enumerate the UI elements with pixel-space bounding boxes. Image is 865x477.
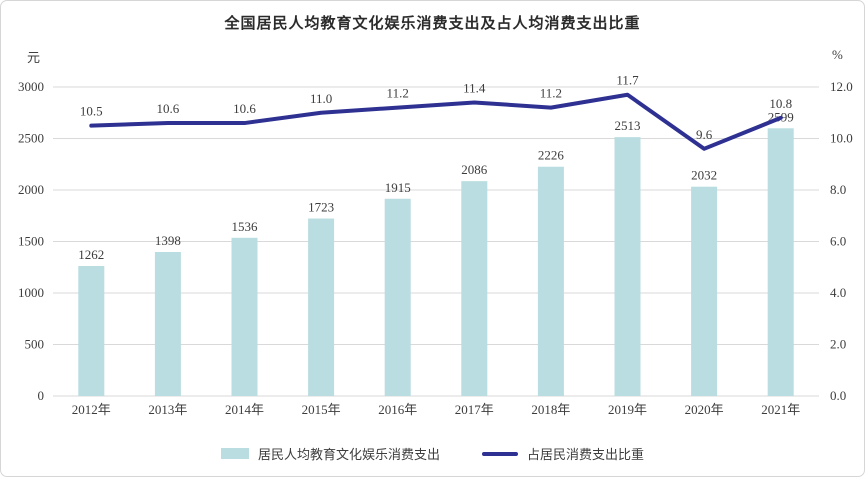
line-value-label: 10.6 [157, 101, 180, 116]
left-axis-tick-label: 2500 [18, 131, 44, 146]
bar-swatch-icon [220, 448, 249, 459]
x-axis-tick-label: 2018年 [531, 402, 570, 417]
line-value-label: 11.2 [540, 86, 562, 101]
bar [384, 198, 411, 396]
right-axis-tick-label: 4.0 [830, 285, 846, 300]
line-value-label: 10.8 [769, 96, 792, 111]
bar-value-label: 2086 [461, 162, 488, 177]
right-axis-tick-label: 12.0 [830, 79, 853, 94]
x-axis-tick-label: 2016年 [378, 402, 417, 417]
line-value-label: 10.5 [80, 104, 103, 119]
left-axis-tick-label: 0 [38, 388, 45, 403]
left-axis-unit: 元 [27, 50, 41, 65]
bar [767, 128, 794, 396]
right-axis-unit: % [832, 47, 843, 62]
line-swatch-icon [482, 451, 518, 456]
bar [691, 186, 718, 396]
x-axis-tick-label: 2017年 [455, 402, 494, 417]
right-axis-tick-label: 10.0 [830, 131, 853, 146]
left-axis-tick-label: 3000 [18, 79, 44, 94]
left-axis-tick-label: 1000 [18, 285, 44, 300]
right-axis-tick-label: 2.0 [830, 337, 846, 352]
bar-value-label: 1536 [232, 219, 259, 234]
bar [308, 218, 335, 396]
bar [461, 181, 488, 396]
bar-value-label: 1262 [78, 247, 104, 262]
bar [231, 237, 258, 396]
right-axis-tick-label: 0.0 [830, 388, 846, 403]
right-axis-tick-label: 6.0 [830, 234, 846, 249]
x-axis-tick-label: 2014年 [225, 402, 264, 417]
line-value-label: 9.6 [696, 127, 713, 142]
x-axis-tick-label: 2012年 [72, 402, 111, 417]
x-axis-tick-label: 2021年 [761, 402, 800, 417]
bar-value-label: 1723 [308, 200, 334, 215]
left-axis-tick-label: 1500 [18, 234, 44, 249]
line-value-label: 11.2 [387, 86, 409, 101]
bar [537, 166, 564, 396]
bar [154, 252, 181, 396]
legend-item-bar: 居民人均教育文化娱乐消费支出 [220, 444, 440, 463]
bar-value-label: 1915 [385, 180, 411, 195]
bar [78, 266, 105, 396]
bar [614, 137, 641, 396]
x-axis-tick-label: 2019年 [608, 402, 647, 417]
trend-line [89, 92, 783, 151]
right-axis-tick-label: 8.0 [830, 182, 846, 197]
legend-item-line: 占居民消费支出比重 [482, 444, 644, 463]
bar-value-label: 2226 [538, 148, 565, 163]
x-axis-tick-label: 2013年 [148, 402, 187, 417]
legend-label-line: 占居民消费支出比重 [527, 447, 645, 462]
bar-value-label: 2513 [615, 118, 641, 133]
bar-value-label: 2032 [691, 168, 717, 183]
left-axis-tick-label: 500 [25, 337, 45, 352]
x-axis-tick-label: 2020年 [685, 402, 724, 417]
bar-value-label: 1398 [155, 233, 181, 248]
line-value-label: 11.7 [616, 73, 639, 88]
x-axis-tick-label: 2015年 [302, 402, 341, 417]
chart-title: 全国居民人均教育文化娱乐消费支出及占人均消费支出比重 [224, 16, 641, 32]
legend: 居民人均教育文化娱乐消费支出 占居民消费支出比重 [1, 444, 864, 463]
line-value-label: 11.4 [463, 80, 486, 95]
line-value-label: 11.0 [310, 91, 332, 106]
legend-label-bar: 居民人均教育文化娱乐消费支出 [257, 447, 440, 462]
line-value-label: 10.6 [233, 101, 256, 116]
left-axis-tick-label: 2000 [18, 182, 44, 197]
